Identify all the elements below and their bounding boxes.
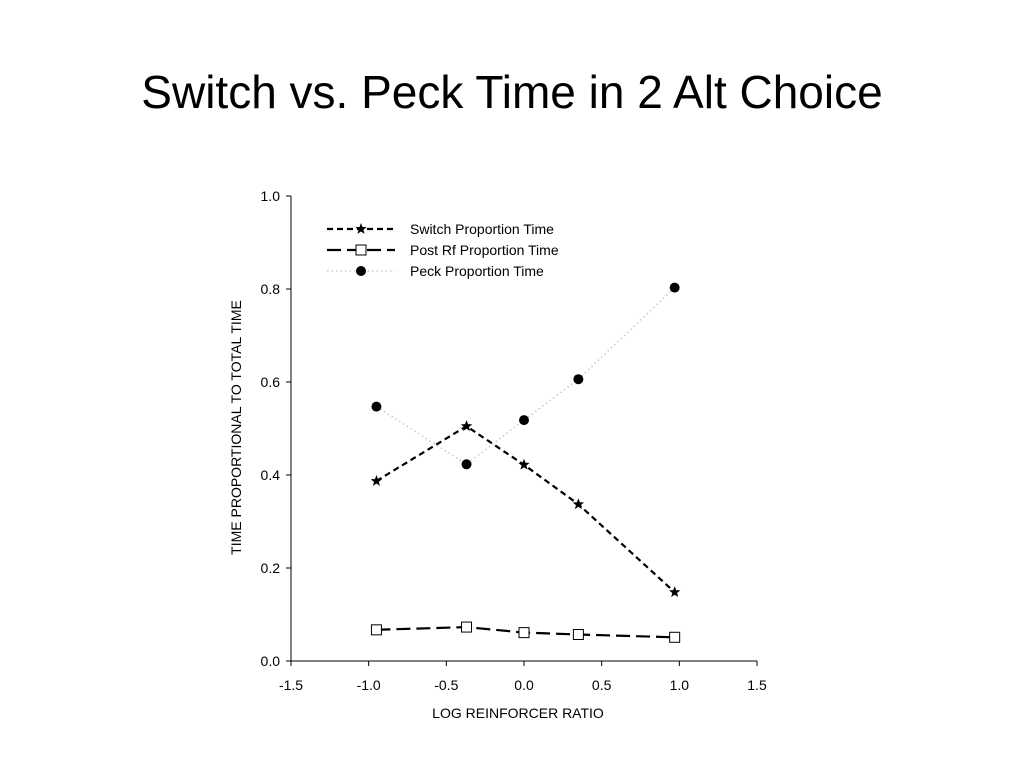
series-line [375,287,676,466]
x-tick-label: -0.5 [434,677,458,693]
square-marker [461,621,473,633]
legend-entry: Post Rf Proportion Time [327,242,559,258]
circle-marker [356,266,366,276]
star-marker [518,458,530,470]
x-axis-title: LOG REINFORCER RATIO [432,705,604,721]
x-tick-label: 0.0 [514,677,534,693]
square-marker [355,244,367,256]
star-marker [355,223,367,234]
series-2 [371,282,680,470]
x-tick-label: 1.5 [747,677,767,693]
y-tick-label: 1.0 [261,188,281,204]
y-tick-label: 0.6 [261,374,281,390]
square-marker [370,624,382,636]
circle-marker [461,459,472,470]
y-axis-title: TIME PROPORTIONAL TO TOTAL TIME [228,300,244,555]
series-0 [370,420,681,598]
series-line [375,424,676,594]
x-tick-label: 0.5 [592,677,612,693]
slide-title: Switch vs. Peck Time in 2 Alt Choice [141,66,883,118]
y-tick-label: 0.4 [261,467,281,483]
legend-entry: Switch Proportion Time [327,221,554,237]
y-tick-label: 0.8 [261,281,281,297]
x-tick-label: 1.0 [670,677,690,693]
axes: 0.0 0.2 0.4 0.6 0.8 1.0 -1.5 -1.0 -0.5 0.0 0.5 1.0 1… [228,188,767,721]
legend-entry: Peck Proportion Time [327,263,544,279]
legend: Switch Proportion Time Post Rf Proportion… [327,221,559,279]
star-marker [572,498,585,510]
star-marker [668,586,681,598]
square-marker [572,628,584,640]
square-marker [669,631,681,643]
legend-label: Switch Proportion Time [410,221,554,237]
legend-label: Peck Proportion Time [410,263,544,279]
y-tick-label: 0.2 [261,560,281,576]
circle-marker [573,374,584,385]
series-layer [370,282,681,643]
circle-marker [371,401,382,412]
circle-marker [669,282,680,293]
star-marker [370,475,383,486]
circle-marker [519,415,529,426]
x-tick-label: -1.0 [357,677,381,693]
legend-label: Post Rf Proportion Time [410,242,559,258]
y-tick-label: 0.0 [261,653,281,669]
square-marker [518,627,530,639]
series-1 [370,621,681,643]
star-marker [460,420,473,432]
x-tick-label: -1.5 [279,677,303,693]
